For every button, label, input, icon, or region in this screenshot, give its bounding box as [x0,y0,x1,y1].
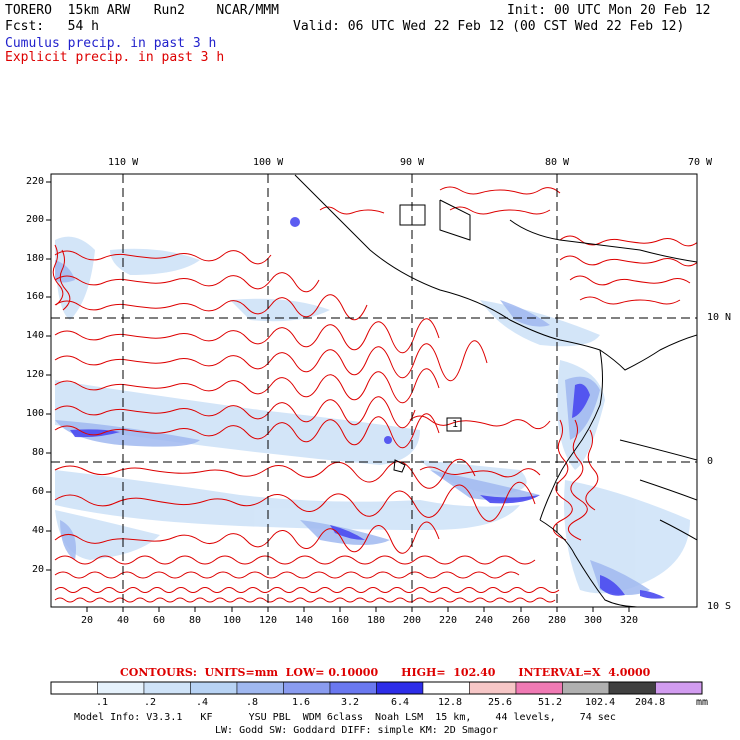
lat-label: 10 N [707,312,732,323]
legend-explicit: Explicit precip. in past 3 h [5,50,225,65]
colorbar-label: 3.2 [341,697,360,708]
grid-y-label: 220 [26,176,45,187]
location-marker-label: 1 [452,419,459,430]
lon-label: 110 W [108,157,139,168]
colorbar-label: 12.8 [438,697,463,708]
colorbar-label: 204.8 [635,697,666,708]
grid-y-label: 20 [32,564,45,575]
grid-x-label: 160 [331,615,350,626]
colorbar-units: mm [696,697,709,708]
grid-x-label: 120 [259,615,278,626]
grid-x-label: 80 [189,615,202,626]
grid-y-label: 80 [32,447,45,458]
grid-y-label: 160 [26,291,45,302]
colorbar-label: 102.4 [585,697,616,708]
grid-y-label: 180 [26,253,45,264]
grid-x-label: 100 [223,615,242,626]
precip-field [52,186,697,603]
bottom-ticks [86,607,630,612]
grid-x-label: 240 [475,615,494,626]
map-frame [50,173,698,608]
grid-y-label: 60 [32,486,45,497]
grid-x-label: 20 [81,615,94,626]
grid-y-label: 100 [26,408,45,419]
model-info: Model Info: V3.3.1 KF YSU PBL WDM 6class… [74,712,616,723]
colorbar-label: .2 [144,697,157,708]
init-time: Init: 00 UTC Mon 20 Feb 12 [507,3,711,18]
contour-info: CONTOURS: UNITS=mm LOW= 0.10000 HIGH= 10… [120,666,651,679]
grid-x-label: 60 [153,615,166,626]
coastlines [294,174,697,607]
legend-cumulus: Cumulus precip. in past 3 h [5,36,217,51]
colorbar-label: .4 [196,697,209,708]
left-ticks [46,181,51,571]
grid-x-label: 140 [295,615,314,626]
forecast-hour: Fcst: 54 h [5,19,99,34]
grid-x-label: 280 [548,615,567,626]
colorbar-label: 25.6 [488,697,513,708]
grid-y-label: 200 [26,214,45,225]
grid-x-label: 220 [439,615,458,626]
colorbar-label: .8 [246,697,259,708]
lon-label: 80 W [545,157,570,168]
grid-y-label: 140 [26,330,45,341]
location-marker [446,417,462,432]
explicit-contours [52,186,697,603]
model-physics: LW: Godd SW: Goddard DIFF: simple KM: 2D… [215,725,498,736]
grid-y-label: 120 [26,369,45,380]
colorbar-label: 6.4 [391,697,410,708]
valid-time: Valid: 06 UTC Wed 22 Feb 12 (00 CST Wed … [293,19,685,34]
grid-x-label: 180 [367,615,386,626]
lat-label: 0 [707,456,714,467]
lon-label: 90 W [400,157,425,168]
latlon-grid [51,174,697,607]
colorbar-label: 1.6 [292,697,311,708]
grid-x-label: 260 [512,615,531,626]
colorbar-label: .1 [96,697,109,708]
grid-x-label: 40 [117,615,130,626]
grid-y-label: 40 [32,525,45,536]
header-title: TORERO 15km ARW Run2 NCAR/MMM [5,3,279,18]
grid-x-label: 300 [584,615,603,626]
lat-label: 10 S [707,601,732,612]
lon-label: 100 W [253,157,284,168]
lon-label: 70 W [688,157,713,168]
colorbar-label: 51.2 [538,697,563,708]
grid-x-label: 200 [403,615,422,626]
grid-x-label: 320 [620,615,639,626]
